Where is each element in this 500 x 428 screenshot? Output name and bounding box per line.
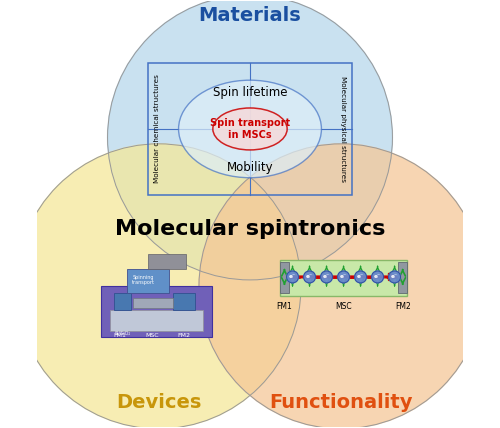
Circle shape	[320, 271, 332, 283]
Text: FM1: FM1	[276, 302, 292, 311]
FancyBboxPatch shape	[280, 260, 407, 296]
Polygon shape	[110, 310, 203, 331]
Circle shape	[338, 271, 349, 283]
Text: MSC: MSC	[335, 302, 352, 311]
Polygon shape	[101, 286, 212, 337]
Polygon shape	[148, 254, 186, 269]
Circle shape	[286, 271, 298, 283]
Text: Si/SiO₂: Si/SiO₂	[114, 331, 130, 336]
Ellipse shape	[213, 108, 287, 150]
Text: FM1: FM1	[114, 333, 126, 338]
Circle shape	[304, 271, 316, 283]
Text: e⁻: e⁻	[306, 274, 313, 279]
Text: e⁻: e⁻	[289, 274, 296, 279]
Text: MSC: MSC	[146, 333, 159, 338]
Circle shape	[16, 144, 301, 428]
Text: Devices: Devices	[116, 393, 202, 412]
Circle shape	[354, 271, 366, 283]
Text: e⁻: e⁻	[374, 274, 381, 279]
Text: Spin transport
in MSCs: Spin transport in MSCs	[210, 118, 290, 140]
Text: Mobility: Mobility	[226, 160, 274, 174]
Text: FM2: FM2	[178, 333, 190, 338]
Text: Molecular spintronics: Molecular spintronics	[115, 219, 385, 239]
Text: Spinning
transport: Spinning transport	[132, 274, 155, 285]
Polygon shape	[114, 293, 131, 310]
FancyBboxPatch shape	[280, 262, 289, 293]
Text: Functionality: Functionality	[270, 393, 413, 412]
Polygon shape	[174, 293, 195, 310]
Text: Spin lifetime: Spin lifetime	[212, 86, 287, 98]
Text: e⁻: e⁻	[340, 274, 347, 279]
Circle shape	[388, 271, 400, 283]
Text: e⁻: e⁻	[357, 274, 364, 279]
Text: Molecular physical structures: Molecular physical structures	[340, 76, 345, 182]
Polygon shape	[126, 269, 169, 293]
Text: Molecular chemical structures: Molecular chemical structures	[154, 74, 160, 183]
Circle shape	[372, 271, 384, 283]
Text: e⁻: e⁻	[323, 274, 330, 279]
FancyBboxPatch shape	[398, 262, 407, 293]
Text: e⁻: e⁻	[391, 274, 398, 279]
Text: Materials: Materials	[198, 6, 302, 25]
Ellipse shape	[178, 80, 322, 178]
Text: FM2: FM2	[395, 302, 410, 311]
Circle shape	[199, 144, 484, 428]
Circle shape	[108, 0, 393, 280]
Polygon shape	[133, 298, 172, 308]
